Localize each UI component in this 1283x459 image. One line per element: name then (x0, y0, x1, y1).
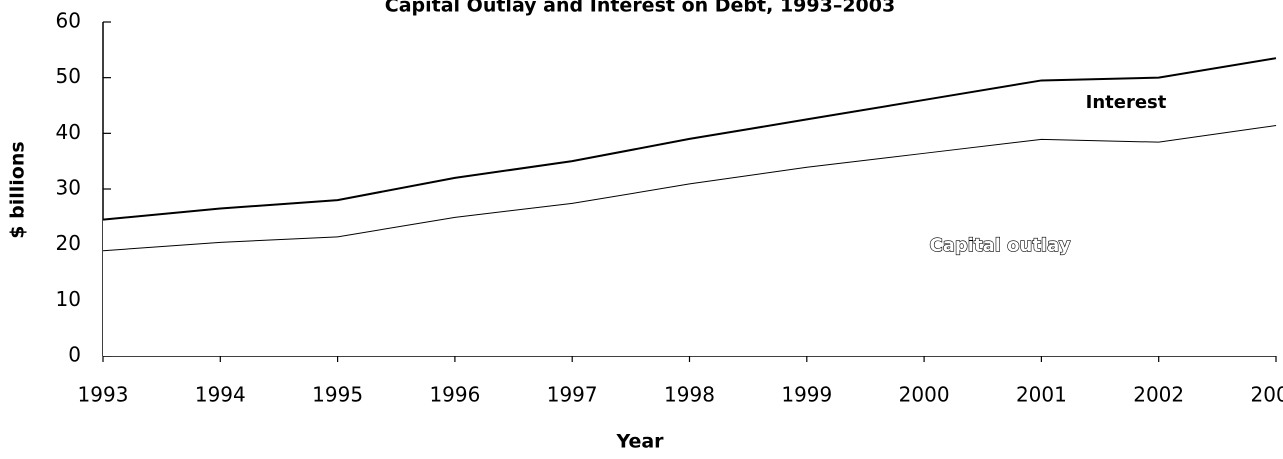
x-tick-label: 1993 (78, 383, 129, 407)
y-axis-title: $ billions (7, 141, 29, 238)
x-tick-label: 1999 (781, 383, 832, 407)
x-tick-label: 2001 (1016, 383, 1067, 407)
x-axis-title: Year (615, 431, 664, 453)
x-tick-label: 2002 (1133, 383, 1184, 407)
area (103, 124, 1276, 356)
chart-title: Capital Outlay and Interest on Debt, 199… (385, 0, 895, 17)
y-tick-label: 10 (56, 287, 81, 311)
area (103, 58, 1276, 251)
y-tick-label: 30 (56, 176, 81, 200)
y-tick-label: 60 (56, 9, 81, 33)
x-tick-label: 1998 (664, 383, 715, 407)
x-tick-label: 2000 (899, 383, 950, 407)
area-line (102, 57, 1277, 221)
y-tick-label: 40 (56, 120, 81, 144)
area-label: Interest (1086, 92, 1167, 113)
x-tick-label: 1995 (312, 383, 363, 407)
y-tick-label: 20 (56, 231, 81, 255)
y-tick-label: 0 (68, 343, 81, 367)
x-tick-label: 1994 (195, 383, 246, 407)
x-tick-label: 2003 (1251, 383, 1283, 407)
x-tick-label: 1997 (547, 383, 598, 407)
area-label: Capital outlay (930, 235, 1071, 256)
y-tick-label: 50 (56, 64, 81, 88)
x-tick-label: 1996 (429, 383, 480, 407)
